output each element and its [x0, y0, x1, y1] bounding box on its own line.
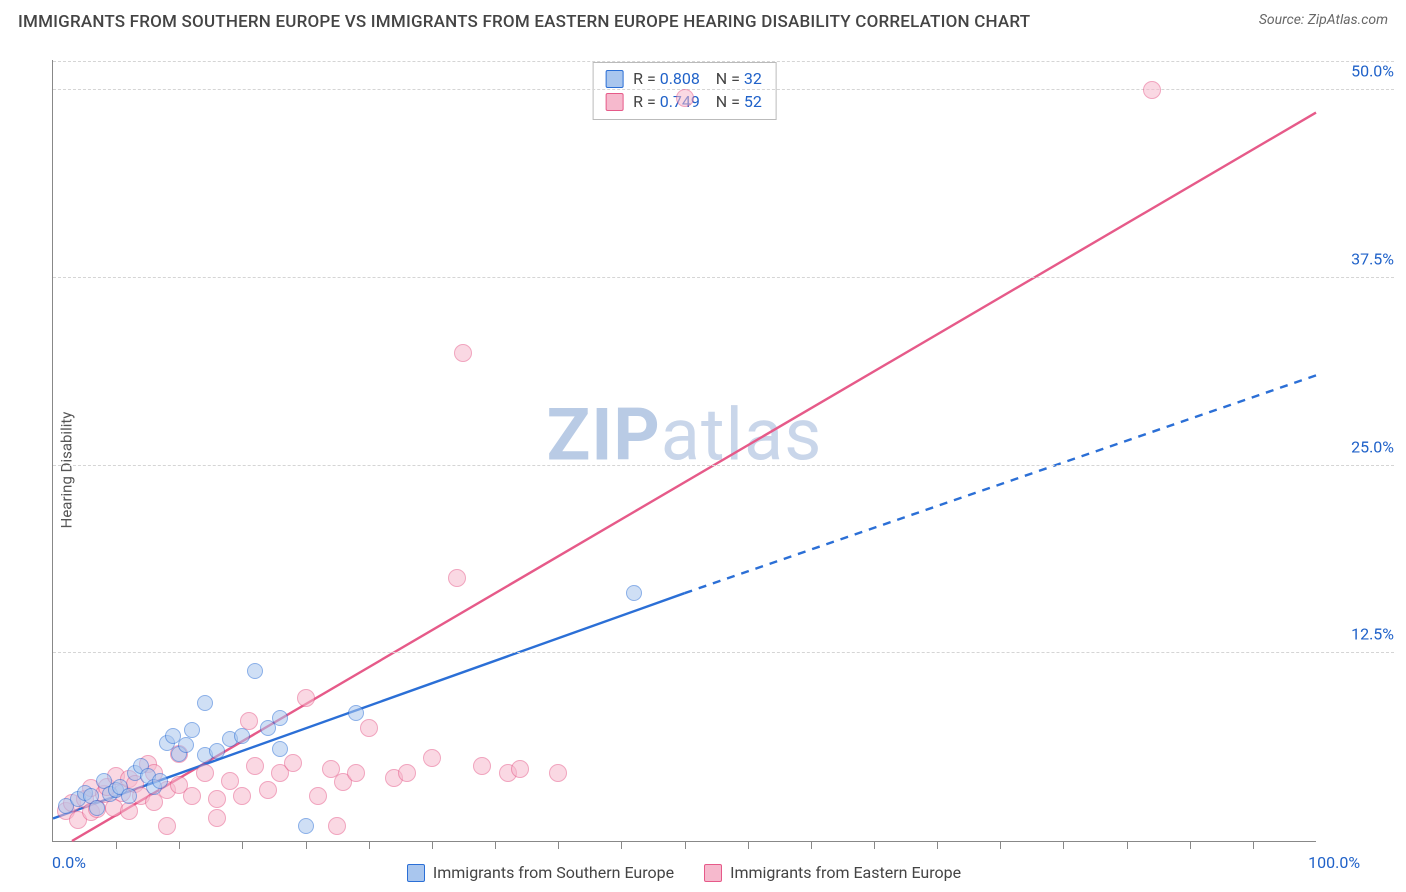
- x-tick: [242, 841, 243, 849]
- stats-pink-text: R = 0.749 N = 52: [633, 90, 762, 113]
- x-min-label: 0.0%: [52, 853, 86, 872]
- chart-header: IMMIGRANTS FROM SOUTHERN EUROPE VS IMMIG…: [0, 0, 1406, 48]
- data-point-pink: [208, 809, 226, 827]
- gridline: [53, 277, 1394, 278]
- stats-blue-text: R = 0.808 N = 32: [633, 67, 762, 90]
- data-point-pink: [183, 787, 201, 805]
- gridline: [53, 652, 1394, 653]
- series-legend: Immigrants from Southern Europe Immigran…: [52, 863, 1316, 882]
- gridline-top: [53, 61, 1394, 62]
- data-point-pink: [208, 790, 226, 808]
- x-tick: [874, 841, 875, 849]
- data-point-blue: [348, 705, 364, 721]
- data-point-blue: [272, 710, 288, 726]
- plot-container: Hearing Disability ZIPatlas R = 0.808 N …: [0, 48, 1406, 892]
- data-point-blue: [209, 743, 225, 759]
- data-point-pink: [284, 754, 302, 772]
- swatch-blue-icon: [407, 864, 425, 882]
- data-point-pink: [347, 764, 365, 782]
- data-point-blue: [152, 773, 168, 789]
- data-point-blue: [626, 585, 642, 601]
- stats-row-blue: R = 0.808 N = 32: [605, 67, 762, 90]
- data-point-pink: [120, 802, 138, 820]
- chart-title: IMMIGRANTS FROM SOUTHERN EUROPE VS IMMIG…: [18, 12, 1030, 32]
- x-tick: [937, 841, 938, 849]
- data-point-pink: [259, 781, 277, 799]
- x-tick: [179, 841, 180, 849]
- data-point-blue: [89, 800, 105, 816]
- data-point-pink: [473, 757, 491, 775]
- data-point-blue: [178, 737, 194, 753]
- y-tick-label: 50.0%: [1324, 62, 1394, 81]
- x-tick: [748, 841, 749, 849]
- y-tick-label: 12.5%: [1324, 625, 1394, 644]
- x-tick: [306, 841, 307, 849]
- data-point-pink: [549, 764, 567, 782]
- data-point-pink: [676, 89, 694, 107]
- gridline: [53, 465, 1394, 466]
- data-point-pink: [297, 689, 315, 707]
- x-tick: [685, 841, 686, 849]
- data-point-pink: [360, 719, 378, 737]
- data-point-pink: [454, 344, 472, 362]
- x-tick: [621, 841, 622, 849]
- data-point-blue: [121, 788, 137, 804]
- data-point-pink: [221, 772, 239, 790]
- data-point-pink: [328, 817, 346, 835]
- x-tick: [1000, 841, 1001, 849]
- swatch-blue: [605, 70, 623, 88]
- legend-label-blue: Immigrants from Southern Europe: [433, 863, 674, 882]
- trend-line: [685, 375, 1317, 593]
- x-tick: [811, 841, 812, 849]
- data-point-blue: [197, 695, 213, 711]
- data-point-pink: [246, 757, 264, 775]
- x-tick: [116, 841, 117, 849]
- x-tick: [1063, 841, 1064, 849]
- data-point-pink: [423, 749, 441, 767]
- source-prefix: Source:: [1259, 12, 1308, 28]
- data-point-blue: [298, 818, 314, 834]
- x-tick: [432, 841, 433, 849]
- data-point-pink: [511, 760, 529, 778]
- data-point-pink: [196, 764, 214, 782]
- y-tick-label: 25.0%: [1324, 437, 1394, 456]
- source-attribution: Source: ZipAtlas.com: [1259, 12, 1388, 28]
- data-point-pink: [233, 787, 251, 805]
- legend-label-pink: Immigrants from Eastern Europe: [730, 863, 961, 882]
- trend-line: [72, 113, 1316, 841]
- x-tick: [1190, 841, 1191, 849]
- x-tick: [495, 841, 496, 849]
- x-tick: [1253, 841, 1254, 849]
- data-point-pink: [158, 817, 176, 835]
- gridline: [53, 89, 1394, 90]
- swatch-pink-icon: [704, 864, 722, 882]
- data-point-pink: [1143, 81, 1161, 99]
- x-tick: [558, 841, 559, 849]
- x-tick: [369, 841, 370, 849]
- data-point-pink: [448, 569, 466, 587]
- data-point-blue: [184, 722, 200, 738]
- data-point-blue: [272, 741, 288, 757]
- x-tick: [1127, 841, 1128, 849]
- data-point-blue: [234, 728, 250, 744]
- data-point-blue: [247, 663, 263, 679]
- legend-item-pink: Immigrants from Eastern Europe: [704, 863, 961, 882]
- y-tick-label: 37.5%: [1324, 249, 1394, 268]
- swatch-pink: [605, 93, 623, 111]
- data-point-pink: [309, 787, 327, 805]
- legend-item-blue: Immigrants from Southern Europe: [407, 863, 674, 882]
- source-link[interactable]: ZipAtlas.com: [1308, 12, 1388, 28]
- data-point-pink: [398, 764, 416, 782]
- x-max-label: 100.0%: [1308, 853, 1360, 872]
- plot-area: ZIPatlas R = 0.808 N = 32 R = 0.749: [52, 60, 1316, 842]
